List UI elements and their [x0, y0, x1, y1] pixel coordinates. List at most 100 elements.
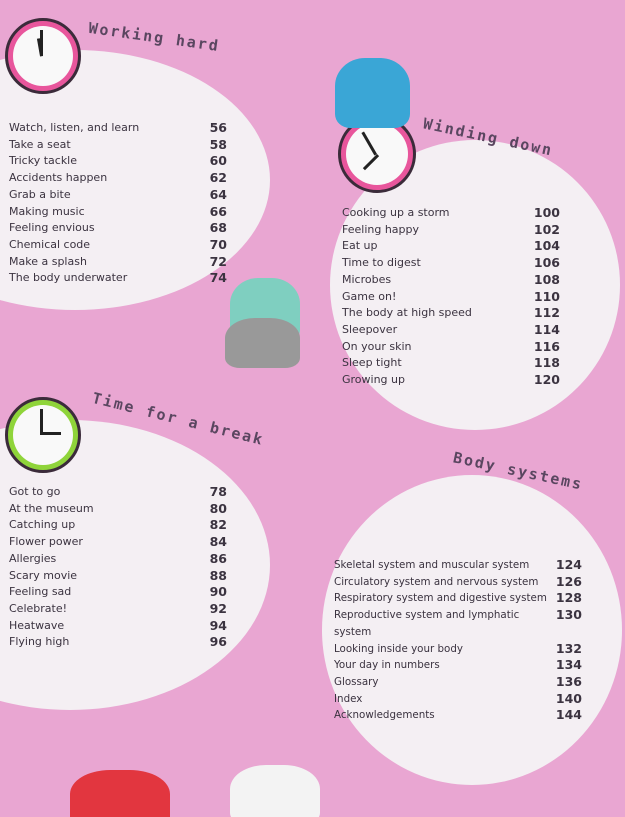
toc-entry: Heatwave 94 [9, 618, 227, 635]
entry-page-number: 106 [533, 255, 560, 271]
illustration-child-icecream [230, 765, 320, 817]
entry-title: Eat up [342, 239, 378, 253]
toc-entry: Looking inside your body 132 [334, 641, 582, 658]
entry-page-number: 112 [533, 305, 560, 321]
toc-entry: Scary movie 88 [9, 568, 227, 585]
toc-entry: Flying high 96 [9, 634, 227, 651]
entry-title: Acknowledgements [334, 709, 435, 722]
entry-page-number: 92 [209, 600, 227, 616]
toc-entry: Watch, listen, and learn 56 [9, 120, 227, 137]
entry-page-number: 116 [533, 338, 560, 354]
toc-list-working-hard: Watch, listen, and learn 56 Take a seat 58 T… [9, 120, 227, 287]
entry-page-number: 86 [209, 550, 227, 566]
toc-entry: Tricky tackle 60 [9, 153, 227, 170]
toc-entry: Circulatory system and nervous system 126 [334, 574, 582, 591]
entry-title: Take a seat [9, 137, 71, 151]
entry-title: Index [334, 692, 363, 705]
entry-page-number: 108 [533, 271, 560, 287]
toc-entry: Cooking up a storm 100 [342, 205, 560, 222]
entry-page-number: 104 [533, 238, 560, 254]
entry-page-number: 72 [209, 253, 227, 269]
entry-title: Flower power [9, 535, 83, 549]
toc-list-time-for-a-break: Got to go 78 At the museum 80 Catching up 82 F… [9, 484, 227, 651]
clock-icon [338, 115, 416, 193]
entry-page-number: 102 [533, 221, 560, 237]
entry-title: Got to go [9, 485, 61, 498]
entry-title: Sleep tight [342, 356, 402, 370]
toc-entry: Time to digest 106 [342, 255, 560, 272]
entry-title: Game on! [342, 289, 397, 303]
entry-page-number: 66 [209, 203, 227, 219]
entry-title: Microbes [342, 272, 392, 286]
toc-entry: Respiratory system and digestive system 1… [334, 590, 582, 607]
toc-entry: On your skin 116 [342, 339, 560, 356]
toc-entry: Glossary 136 [334, 674, 582, 691]
toc-list-body-systems: Skeletal system and muscular system 124 Ci… [334, 557, 582, 724]
toc-entry: Making music 66 [9, 204, 227, 221]
toc-entry: Index 140 [334, 691, 582, 708]
entry-page-number: 94 [209, 617, 227, 633]
toc-entry: At the museum 80 [9, 501, 227, 518]
entry-title: The body at high speed [342, 306, 472, 320]
entry-title: Catching up [9, 518, 76, 532]
entry-title: Sleepover [342, 322, 398, 336]
entry-title: Feeling happy [342, 222, 420, 236]
entry-title: Celebrate! [9, 601, 68, 615]
toc-entry: Take a seat 58 [9, 137, 227, 154]
section-title: Working hard [87, 18, 221, 56]
entry-title: Skeletal system and muscular system [334, 559, 530, 571]
entry-title: Growing up [342, 373, 405, 387]
entry-title: Allergies [9, 551, 57, 565]
entry-title: Time to digest [342, 256, 421, 270]
entry-title: Circulatory system and nervous system [334, 575, 539, 588]
entry-title: On your skin [342, 339, 412, 353]
entry-page-number: 120 [533, 372, 560, 388]
entry-title: Feeling envious [9, 221, 95, 235]
toc-entry: The body underwater 74 [9, 270, 227, 287]
entry-title: Making music [9, 204, 85, 218]
entry-page-number: 130 [555, 607, 582, 623]
entry-title: Glossary [334, 675, 379, 688]
entry-page-number: 80 [209, 500, 227, 516]
entry-page-number: 64 [209, 186, 227, 202]
entry-page-number: 70 [209, 236, 227, 252]
toc-entry: Chemical code 70 [9, 237, 227, 254]
entry-title: At the museum [9, 501, 94, 515]
entry-title: Respiratory system and digestive system [334, 592, 547, 605]
entry-title: Grab a bite [9, 187, 71, 201]
entry-page-number: 56 [209, 120, 227, 135]
toc-entry: Feeling happy 102 [342, 222, 560, 239]
entry-page-number: 82 [209, 517, 227, 533]
toc-entry: Make a splash 72 [9, 254, 227, 271]
toc-entry: Sleepover 114 [342, 322, 560, 339]
entry-page-number: 88 [209, 567, 227, 583]
toc-entry: Feeling sad 90 [9, 584, 227, 601]
illustration-child-icecream [70, 770, 170, 817]
toc-entry: Microbes 108 [342, 272, 560, 289]
entry-page-number: 74 [209, 270, 227, 286]
entry-page-number: 118 [533, 355, 560, 371]
toc-entry: Got to go 78 [9, 484, 227, 501]
clock-icon [5, 18, 81, 94]
entry-page-number: 68 [209, 220, 227, 236]
clock-icon [5, 397, 81, 473]
entry-page-number: 134 [555, 657, 582, 673]
entry-page-number: 126 [555, 573, 582, 589]
toc-entry: Sleep tight 118 [342, 355, 560, 372]
entry-title: Scary movie [9, 568, 78, 582]
toc-entry: The body at high speed 112 [342, 305, 560, 322]
toc-entry: Reproductive system and lymphatic system… [334, 607, 582, 640]
toc-entry: Growing up 120 [342, 372, 560, 389]
section-circle-body-systems [322, 475, 622, 785]
entry-page-number: 140 [555, 690, 582, 706]
entry-title: Make a splash [9, 254, 87, 268]
entry-title: Tricky tackle [9, 154, 78, 168]
illustration-child-shorts [225, 318, 300, 368]
entry-page-number: 96 [209, 634, 227, 650]
entry-page-number: 110 [533, 288, 560, 304]
entry-title: Chemical code [9, 237, 91, 251]
entry-page-number: 60 [209, 153, 227, 169]
entry-page-number: 136 [555, 673, 582, 689]
entry-title: Flying high [9, 635, 70, 649]
